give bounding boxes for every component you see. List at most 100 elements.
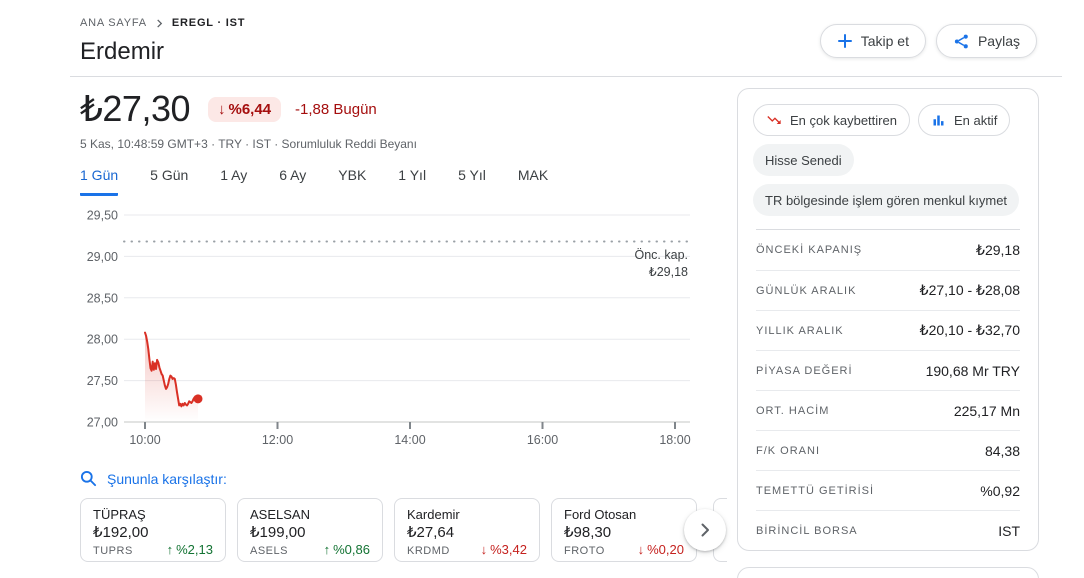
svg-text:18:00: 18:00: [659, 433, 690, 447]
follow-button-label: Takip et: [860, 33, 909, 49]
price-chart[interactable]: 29,50 29,00 28,50 28,00 27,50 27,00 10:00 12:00…: [80, 205, 692, 455]
breadcrumb-current: EREGL · IST: [171, 17, 246, 29]
arrow-down-icon: ↓: [637, 542, 645, 557]
stat-label: ORT. HACİM: [756, 404, 830, 417]
compare-card-ford-otosan[interactable]: Ford Otosan ₺98,30 FROTO ↓ %0,20: [551, 498, 697, 562]
bar-chart-icon: [933, 115, 944, 125]
stats-card: En çok kaybettiren En aktif Hisse Senedi…: [737, 88, 1039, 551]
tab-6-ay[interactable]: 6 Ay: [279, 167, 307, 183]
arrow-down-icon: ↓: [218, 100, 226, 118]
change-percent-value: %6,44: [228, 100, 272, 118]
compare-ticker: ASELS: [250, 545, 288, 557]
svg-text:16:00: 16:00: [527, 433, 558, 447]
prev-close-label: Önc. kap.: [634, 248, 689, 262]
compare-row: TÜPRAŞ ₺192,00 TUPRS ↑ %2,13 ASELSAN ₺19: [80, 498, 727, 562]
svg-text:29,50: 29,50: [87, 209, 118, 223]
trending-down-icon: [767, 116, 781, 124]
stat-value: ₺27,10 - ₺28,08: [919, 282, 1020, 298]
breadcrumb-chevron-icon: [157, 18, 163, 28]
stat-label: YILLIK ARALIK: [756, 324, 844, 337]
compare-next-button[interactable]: [684, 509, 726, 551]
svg-text:27,00: 27,00: [87, 416, 118, 430]
tab-1-yil[interactable]: 1 Yıl: [398, 167, 427, 183]
compare-change: ↑ %0,86: [324, 542, 370, 557]
tab-5-gun[interactable]: 5 Gün: [150, 167, 189, 183]
breadcrumb-home-link[interactable]: ANA SAYFA: [80, 17, 147, 29]
page-title: Erdemir: [80, 38, 165, 65]
stat-value: ₺29,18: [976, 241, 1020, 258]
chip-label: TR bölgesinde işlem gören menkul kıymet: [765, 192, 1008, 208]
quote-meta: 5 Kas, 10:48:59 GMT+3 · TRY · IST · Soru…: [80, 137, 417, 151]
chip-en-aktif[interactable]: En aktif: [917, 104, 1011, 136]
stat-value: %0,92: [980, 482, 1020, 499]
svg-text:10:00: 10:00: [129, 433, 160, 447]
stat-label: GÜNLÜK ARALIK: [756, 284, 857, 297]
compare-name: TÜPRAŞ: [93, 507, 146, 522]
chip-en-cok-kaybettiren[interactable]: En çok kaybettiren: [753, 104, 910, 136]
chip-hisse-senedi[interactable]: Hisse Senedi: [753, 144, 854, 176]
compare-price: ₺199,00: [250, 524, 306, 541]
key-stats-sidebar: En çok kaybettiren En aktif Hisse Senedi…: [737, 88, 1039, 578]
stat-row-birincil-borsa: BİRİNCİL BORSA IST: [756, 510, 1020, 550]
breadcrumb: ANA SAYFA EREGL · IST: [80, 17, 245, 29]
compare-change-value: %2,13: [176, 542, 213, 557]
stat-value: 225,17 Mn: [953, 402, 1020, 419]
share-button[interactable]: Paylaş: [935, 24, 1037, 58]
tab-1-gun[interactable]: 1 Gün: [80, 167, 119, 196]
change-percent-badge: ↓ %6,44: [208, 96, 282, 122]
chip-label: Hisse Senedi: [765, 152, 842, 168]
current-price: ₺27,30: [80, 88, 191, 129]
stat-row-onceki-kapanis: ÖNCEKİ KAPANIŞ ₺29,18: [756, 230, 1020, 270]
compare-change-value: %0,20: [647, 542, 684, 557]
compare-name: Kardemir: [407, 507, 460, 522]
chip-tr-bolgesi[interactable]: TR bölgesinde işlem gören menkul kıymet: [753, 184, 1020, 216]
stat-row-yillik-aralik: YILLIK ARALIK ₺20,10 - ₺32,70: [756, 310, 1020, 350]
stat-row-temettu: TEMETTÜ GETİRİSİ %0,92: [756, 470, 1020, 510]
stat-row-fk-orani: F/K ORANI 84,38: [756, 430, 1020, 470]
search-icon: [80, 470, 97, 487]
svg-text:28,50: 28,50: [87, 291, 118, 305]
tab-1-ay[interactable]: 1 Ay: [220, 167, 248, 183]
stat-value: IST: [998, 522, 1020, 539]
tab-mak[interactable]: MAK: [517, 167, 549, 183]
compare-ticker: FROTO: [564, 545, 605, 557]
arrow-down-icon: ↓: [480, 542, 488, 557]
compare-card-kardemir[interactable]: Kardemir ₺27,64 KRDMD ↓ %3,42: [394, 498, 540, 562]
follow-button[interactable]: Takip et: [819, 24, 926, 58]
compare-card-tupras[interactable]: TÜPRAŞ ₺192,00 TUPRS ↑ %2,13: [80, 498, 226, 562]
svg-text:27,50: 27,50: [87, 374, 118, 388]
stat-row-gunluk-aralik: GÜNLÜK ARALIK ₺27,10 - ₺28,08: [756, 270, 1020, 310]
compare-name: Ford Otosan: [564, 507, 637, 522]
compare-with-link[interactable]: Şununla karşılaştır:: [80, 470, 727, 487]
share-icon: [954, 34, 968, 48]
share-button-label: Paylaş: [977, 33, 1020, 49]
compare-card-aselsan[interactable]: ASELSAN ₺199,00 ASELS ↑ %0,86: [237, 498, 383, 562]
stats-table: ÖNCEKİ KAPANIŞ ₺29,18 GÜNLÜK ARALIK ₺27,…: [756, 229, 1020, 550]
compare-ticker: KRDMD: [407, 545, 450, 557]
compare-change-value: %0,86: [333, 542, 370, 557]
stat-row-piyasa-degeri: PİYASA DEĞERİ 190,68 Mr TRY: [756, 350, 1020, 390]
compare-price: ₺27,64: [407, 524, 455, 541]
tab-ybk[interactable]: YBK: [338, 167, 367, 183]
category-chips: En çok kaybettiren En aktif Hisse Senedi…: [738, 89, 1038, 229]
change-absolute: -1,88 Bugün: [295, 100, 377, 118]
svg-text:14:00: 14:00: [394, 433, 425, 447]
compare-price: ₺98,30: [564, 524, 612, 541]
quote-main-panel: ₺27,30 ↓ %6,44 -1,88 Bugün 5 Kas, 10:48:…: [80, 88, 727, 578]
prev-close-annotation: Önc. kap. ₺29,18: [635, 247, 689, 281]
compare-with-label: Şununla karşılaştır:: [107, 470, 227, 487]
price-row: ₺27,30 ↓ %6,44 -1,88 Bugün: [80, 88, 727, 130]
stat-label: F/K ORANI: [756, 444, 821, 457]
tab-5-yil[interactable]: 5 Yıl: [458, 167, 486, 183]
about-card[interactable]: Hakkında: [737, 567, 1039, 578]
arrow-up-icon: ↑: [323, 542, 331, 557]
stat-label: TEMETTÜ GETİRİSİ: [756, 484, 875, 497]
chip-label: En aktif: [953, 112, 998, 128]
range-tabs: 1 Gün 5 Gün 1 Ay 6 Ay YBK 1 Yıl 5 Yıl MA…: [80, 167, 727, 196]
chevron-right-icon: [701, 523, 709, 537]
arrow-up-icon: ↑: [166, 542, 174, 557]
compare-name: ASELSAN: [250, 507, 310, 522]
svg-text:12:00: 12:00: [262, 433, 293, 447]
stat-row-ort-hacim: ORT. HACİM 225,17 Mn: [756, 390, 1020, 430]
stat-label: PİYASA DEĞERİ: [756, 364, 853, 377]
